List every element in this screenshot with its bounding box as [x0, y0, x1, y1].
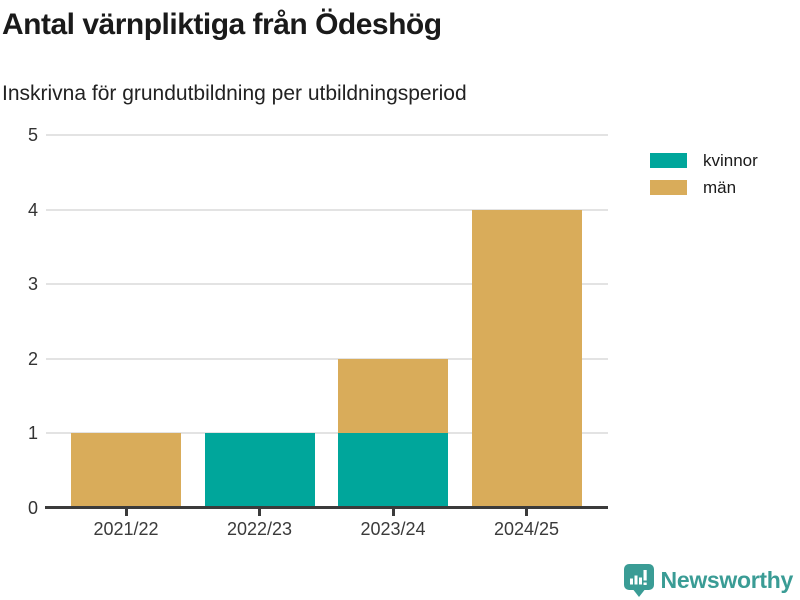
- x-tick: [258, 509, 261, 516]
- gridline-y5: [46, 134, 608, 136]
- legend-swatch-män: [650, 180, 687, 195]
- bar-män-2024/25: [471, 209, 582, 508]
- bar-kvinnor-2022/23: [204, 433, 315, 508]
- x-tick-label: 2021/22: [93, 519, 159, 539]
- gridline-y2: [46, 357, 608, 360]
- x-axis: 2021/22 2022/23 2023/24 2024/25: [46, 509, 608, 559]
- bar-män-2023/24: [338, 358, 448, 434]
- bar-kvinnor-2023/24: [338, 433, 448, 508]
- bar-män-2021/22: [71, 433, 181, 508]
- legend-swatch-kvinnor: [650, 153, 687, 168]
- legend-label: kvinnor: [703, 151, 758, 170]
- chart-title: Antal värnpliktiga från Ödeshög: [2, 8, 442, 41]
- legend-item-kvinnor: kvinnor: [650, 151, 758, 170]
- y-tick-label: 1: [27, 423, 38, 444]
- x-tick: [124, 509, 128, 516]
- gridline-y4: [46, 208, 608, 211]
- gridline-y1: [46, 432, 608, 435]
- y-tick-label: 0: [27, 498, 38, 518]
- x-tick: [391, 509, 395, 516]
- x-tick: [525, 509, 528, 516]
- legend: kvinnor män: [650, 151, 758, 207]
- y-axis-labels: 0 1 2 3 4 5: [0, 125, 38, 518]
- newsworthy-logo-icon: [623, 564, 654, 597]
- x-tick-label: 2023/24: [360, 519, 426, 539]
- x-axis-line: [45, 506, 608, 509]
- plot-area: [46, 134, 608, 508]
- y-tick-label: 5: [27, 125, 38, 145]
- legend-label: män: [703, 178, 737, 197]
- legend-item-män: män: [650, 178, 758, 197]
- y-tick-label: 3: [27, 274, 38, 295]
- gridline-y3: [46, 283, 608, 286]
- y-tick-label: 2: [27, 348, 38, 369]
- x-tick-label: 2022/23: [226, 519, 293, 539]
- x-tick-label: 2024/25: [493, 519, 560, 539]
- y-tick-label: 4: [27, 199, 38, 220]
- newsworthy-logo: Newsworthy: [623, 564, 794, 597]
- chart-subtitle: Inskrivna för grundutbildning per utbild…: [2, 82, 467, 105]
- newsworthy-wordmark: Newsworthy: [660, 567, 794, 593]
